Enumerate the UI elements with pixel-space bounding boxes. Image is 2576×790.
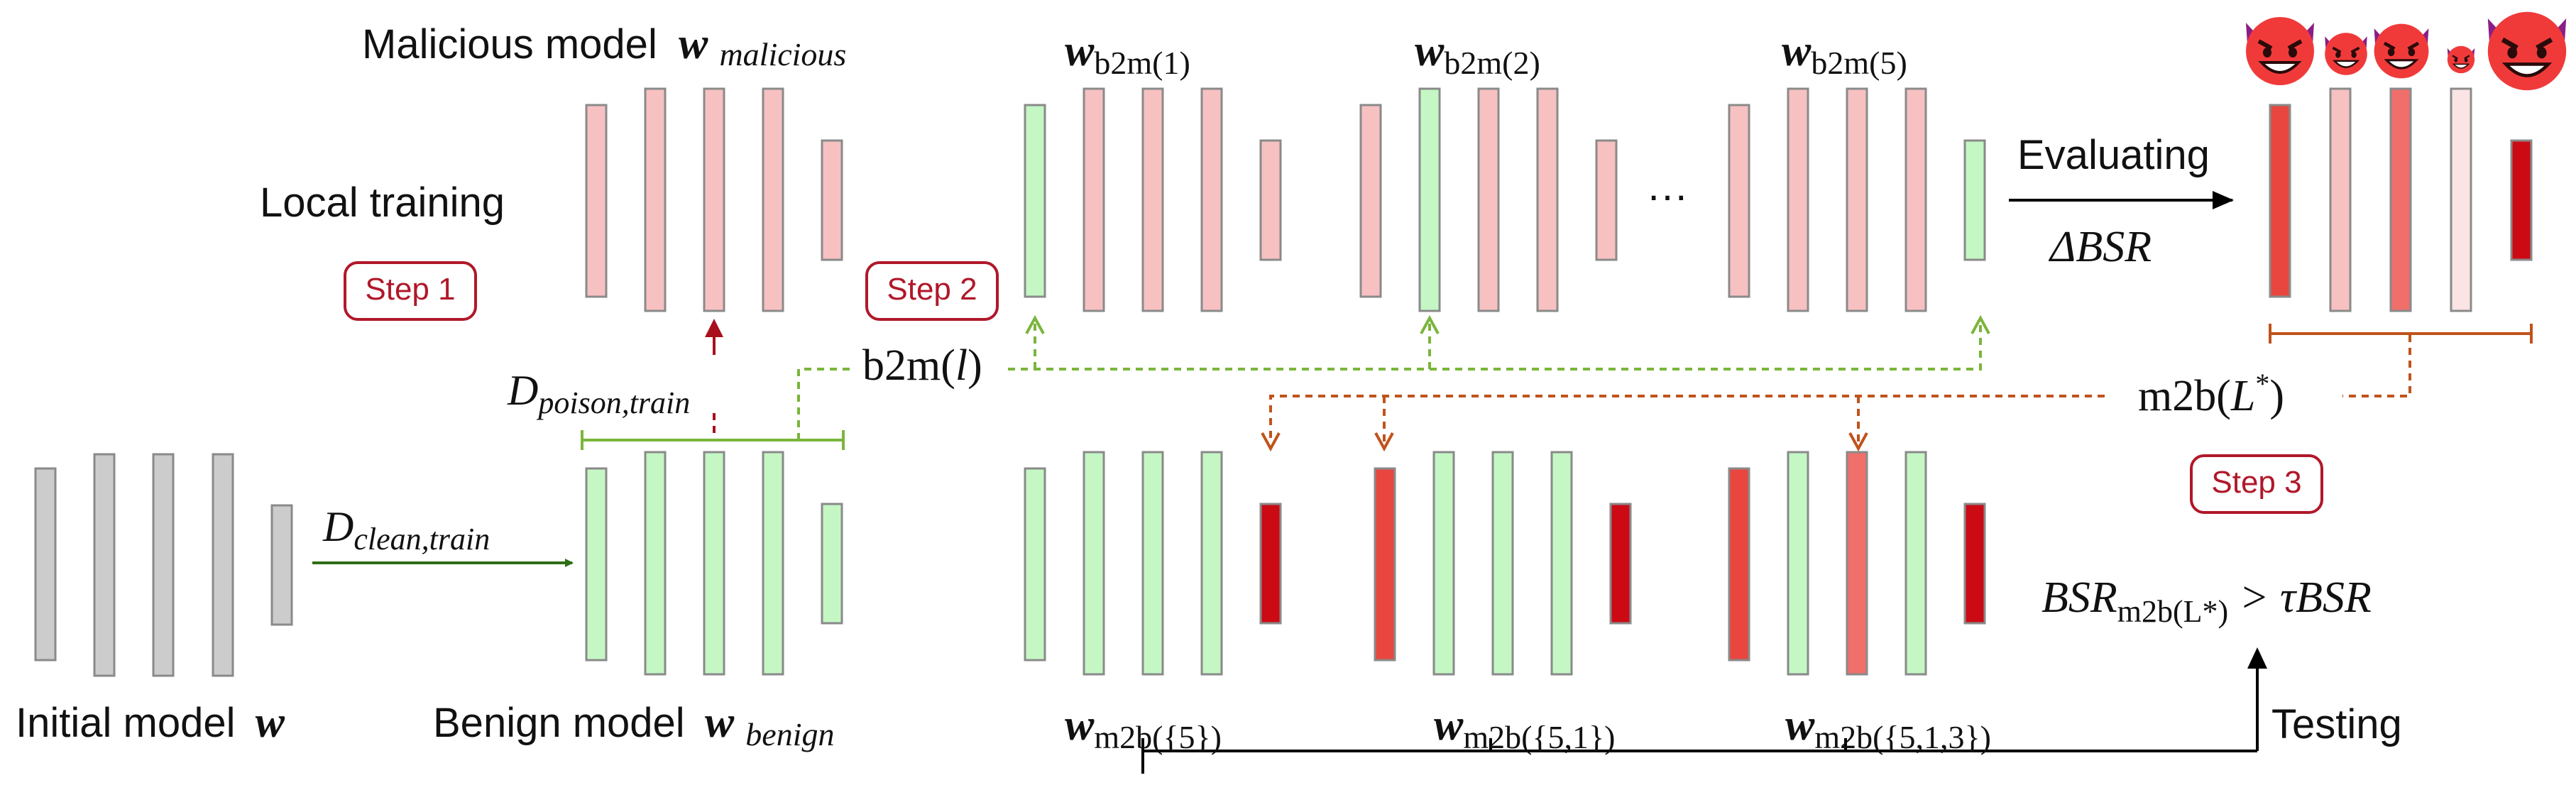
devil-face-icon	[2325, 33, 2367, 75]
ellipsis-label: ···	[1647, 172, 1688, 219]
benign-model-label: Benign model w benign	[433, 698, 835, 752]
m2b-dashed-path	[1269, 335, 2411, 441]
m2b-arrowheads	[1261, 432, 1868, 452]
b2m-5-model-bars	[1728, 87, 1986, 312]
step1-badge: Step 1	[344, 261, 477, 321]
testing-path	[1141, 667, 2259, 774]
malicious-model-label: Malicious model w malicious	[362, 20, 846, 72]
m2b-51-label: wm2b({5,1})	[1434, 701, 1615, 755]
malicious-model-bars	[585, 87, 843, 312]
delta-bsr-label: ΔBSR	[2048, 223, 2152, 271]
devil-face-icon	[2246, 17, 2314, 85]
devil-face-icon	[2487, 11, 2567, 91]
evaluating-label: Evaluating	[2017, 132, 2210, 178]
b2m-2-label: wb2m(2)	[1415, 27, 1540, 81]
d-poison-label: Dpoison,train	[507, 367, 690, 420]
testing-label: Testing	[2271, 701, 2402, 747]
devil-face-icon	[2447, 45, 2475, 74]
devil-face-icon	[2374, 23, 2429, 79]
m2b-513-model-bars	[1728, 451, 1986, 676]
b2m-1-model-bars	[1024, 87, 1282, 312]
m2b-5-model-bars	[1024, 451, 1282, 676]
b2m-2-model-bars	[1359, 87, 1618, 312]
b2m-label: b2m(l)	[862, 341, 982, 390]
initial-model-bars	[34, 453, 293, 677]
svg-text:Step 2: Step 2	[887, 272, 977, 307]
initial-model-label: Initial model w	[16, 698, 285, 747]
devil-icons	[2246, 11, 2567, 91]
benign-model-bars	[585, 451, 843, 676]
bsr-condition-label: BSRm2b(L*) > τBSR	[2041, 574, 2372, 629]
step2-badge: Step 2	[865, 261, 999, 321]
m2b-51-model-bars	[1374, 451, 1632, 676]
m2b-513-label: wm2b({5,1,3})	[1785, 701, 1991, 755]
local-training-label: Local training	[260, 180, 505, 226]
evaluated-layer-bars	[2269, 87, 2533, 312]
d-clean-label: Dclean,train	[322, 503, 490, 556]
b2m-1-label: wb2m(1)	[1065, 27, 1190, 81]
b2m-arrowheads	[1025, 314, 1990, 334]
evaluated-bracket	[2269, 324, 2533, 344]
poison-bracket	[581, 430, 845, 450]
b2m-dashed-path	[797, 323, 1982, 440]
m2b-5-label: wm2b({5})	[1065, 701, 1222, 755]
m2b-label: m2b(L*)	[2138, 368, 2284, 420]
b2m-5-label: wb2m(5)	[1782, 27, 1907, 81]
step3-badge: Step 3	[2190, 454, 2323, 514]
svg-text:Step 1: Step 1	[365, 272, 455, 307]
svg-text:Step 3: Step 3	[2211, 465, 2301, 500]
testing-arrowhead	[2247, 647, 2267, 669]
